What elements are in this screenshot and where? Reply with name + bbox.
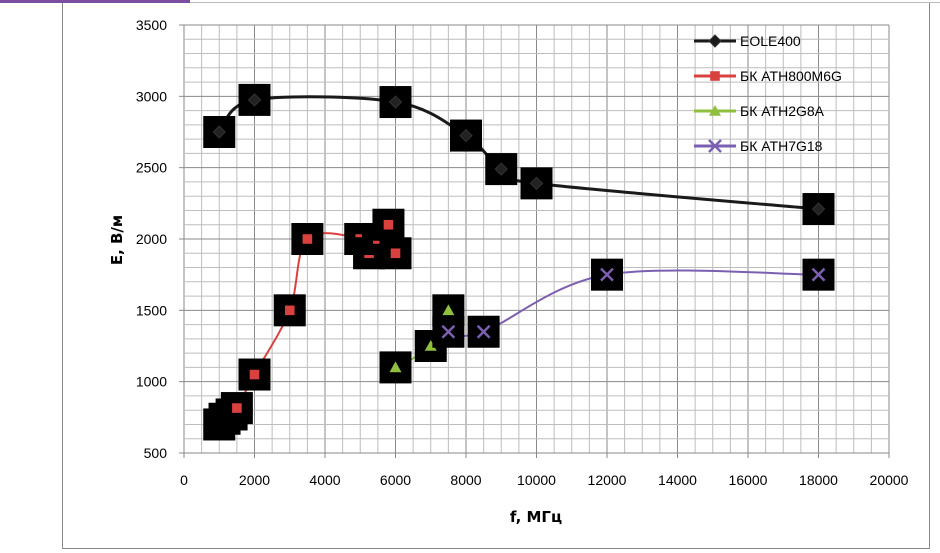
data-point [811, 267, 826, 282]
y-tick-label: 1500 [136, 302, 167, 318]
legend-marker [708, 34, 722, 48]
legend-label: БК ATH800M6G [740, 68, 842, 84]
data-point [459, 128, 473, 143]
y-tick-label: 3500 [136, 17, 167, 33]
data-point [476, 324, 491, 339]
legend-item: EOLE400 [694, 33, 801, 49]
legend: EOLE400 БК ATH800M6G БК ATH2G8A БК ATH7G18 [694, 33, 842, 154]
legend-item: БК ATH7G18 [694, 138, 823, 154]
legend-item: БК ATH2G8A [694, 103, 825, 119]
data-point [389, 361, 402, 373]
x-tick-label: 12000 [588, 472, 627, 488]
gridlines [183, 24, 890, 454]
legend-marker [708, 139, 722, 153]
legend-label: БК ATH7G18 [740, 138, 823, 154]
series-line-3 [448, 269, 819, 337]
data-point [302, 234, 313, 244]
data-point [247, 93, 262, 107]
y-tick-label: 500 [144, 445, 168, 461]
data-point [529, 176, 544, 191]
y-tick-label: 2000 [136, 231, 167, 247]
legend-item: БК ATH800M6G [694, 68, 842, 84]
legend-marker [709, 105, 721, 116]
y-tick-label: 3000 [136, 88, 167, 104]
data-point [811, 202, 826, 216]
x-tick-label: 18000 [799, 472, 838, 488]
data-point [442, 304, 455, 316]
x-tick-label: 4000 [309, 472, 340, 488]
data-point [388, 95, 403, 109]
x-tick-label: 6000 [380, 472, 411, 488]
x-tick-labels: 0 2000 4000 6000 8000 10000 12000 14000 16000 180… [180, 453, 909, 488]
data-point [212, 125, 226, 139]
x-tick-label: 14000 [658, 472, 697, 488]
data-point [383, 219, 394, 230]
series-markers [203, 83, 835, 441]
data-point [249, 369, 260, 380]
y-axis-label: E, В/м [108, 215, 126, 265]
x-tick-label: 0 [180, 472, 188, 488]
window-accent-bar [0, 0, 190, 3]
y-tick-label: 1000 [136, 374, 167, 390]
x-tick-label: 16000 [729, 472, 768, 488]
x-tick-label: 10000 [517, 472, 556, 488]
data-point [494, 162, 508, 176]
x-tick-label: 20000 [870, 472, 909, 488]
data-point [441, 324, 456, 339]
legend-label: БК ATH2G8A [740, 103, 825, 119]
x-tick-label: 8000 [450, 472, 481, 488]
x-tick-label: 2000 [239, 472, 270, 488]
data-point [424, 340, 437, 351]
chart-frame [62, 3, 930, 549]
x-axis-label: f, МГц [510, 508, 562, 526]
data-point [390, 248, 401, 259]
data-point [600, 267, 614, 282]
y-tick-label: 2500 [136, 160, 167, 176]
y-tick-labels: 500 1000 1500 2000 2500 3000 3500 [136, 17, 184, 461]
window-top-border [190, 2, 940, 3]
legend-marker [710, 71, 720, 81]
data-point [284, 305, 295, 316]
data-point [232, 403, 242, 413]
legend-label: EOLE400 [740, 33, 801, 49]
